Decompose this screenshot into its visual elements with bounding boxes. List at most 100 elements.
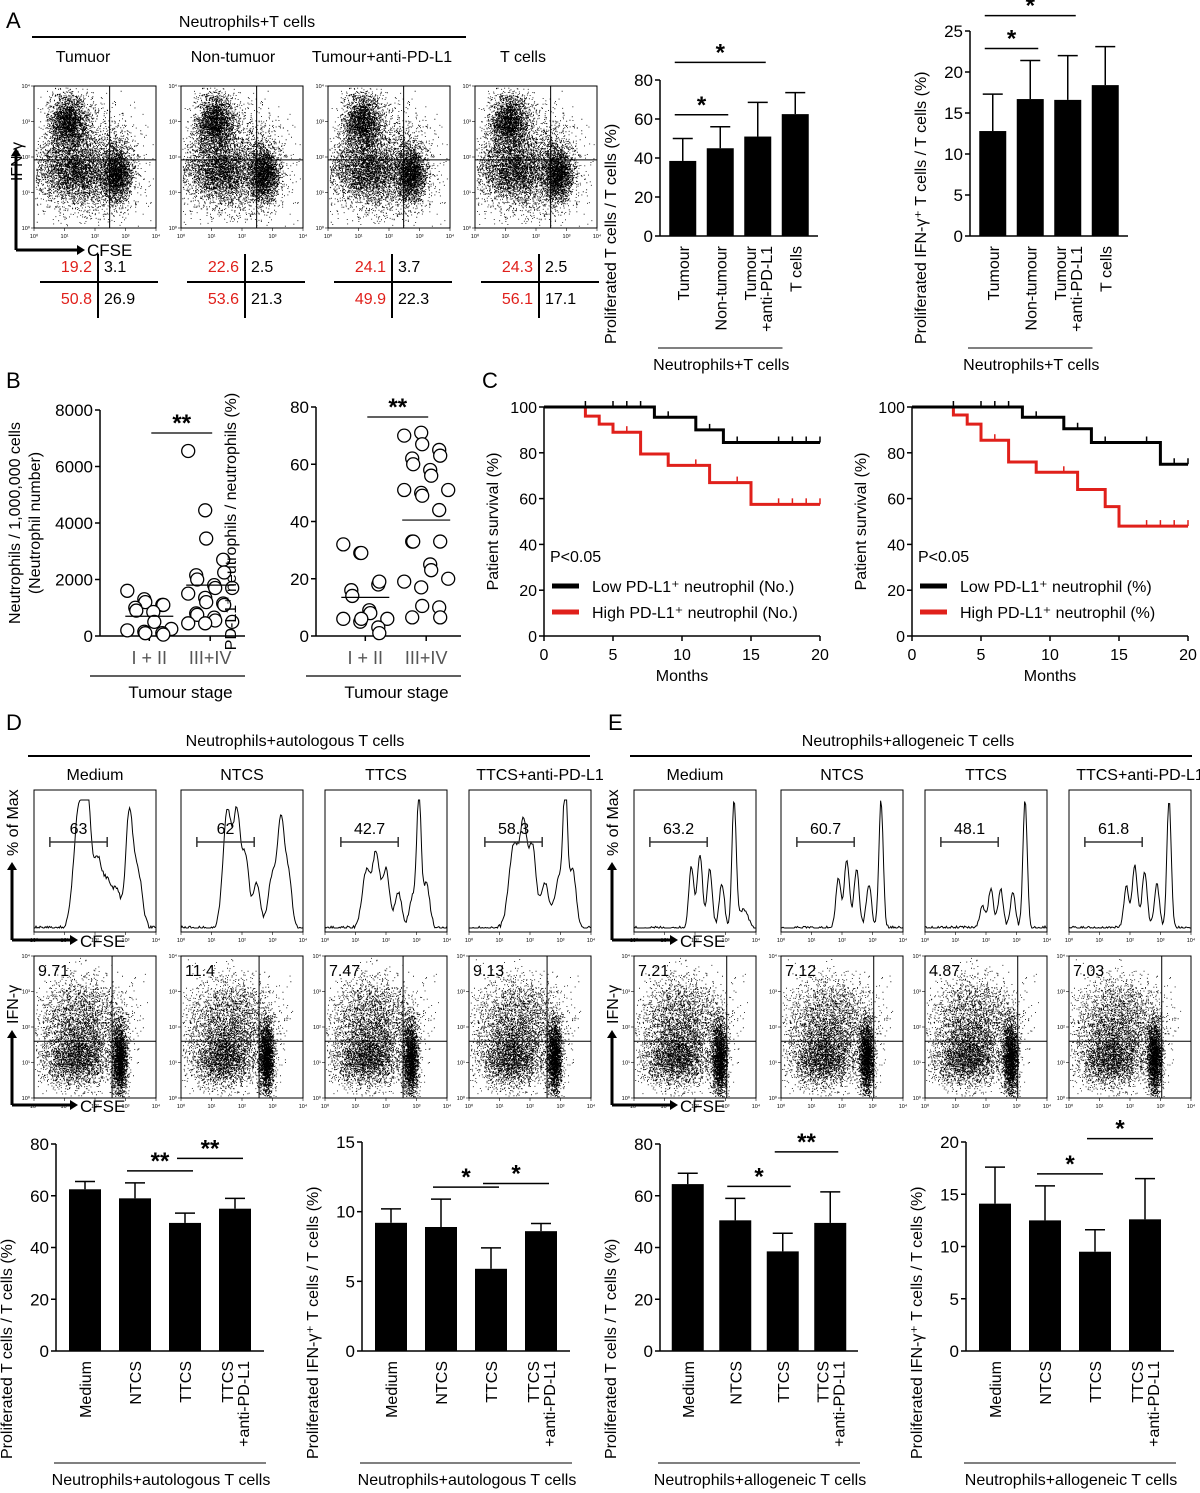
x-axis-label: CFSE (80, 932, 125, 951)
x-tick-label: 10⁴ (587, 937, 596, 944)
quadrant-lower-left: 53.6 (208, 291, 239, 308)
x-tick-label: 10¹ (661, 1104, 669, 1110)
y-tick-label: 10⁴ (463, 83, 472, 90)
x-tick-label: 10⁴ (593, 233, 602, 240)
histogram-curve (34, 799, 157, 930)
flow-plot-title: Tumuor (56, 49, 111, 66)
x-tick-label: 10¹ (61, 1104, 69, 1110)
x-tick-label: 10³ (1013, 1104, 1021, 1110)
y-tick-label: 10¹ (457, 1061, 465, 1067)
category-label: Non-tumour (713, 245, 730, 330)
y-tick-label: 40 (634, 149, 653, 168)
condition-column-2: TTCS 48.1 10⁰ 10¹ 10² 10³ 10⁴ 4.87 10⁰ 10¹ 10² 10³ 1… (913, 767, 1052, 1110)
data-point (181, 443, 196, 459)
y-tick-label: 10⁴ (22, 83, 31, 90)
y-tick-label: 20 (940, 1133, 959, 1152)
y-axis-label: PD-L1⁺ neutrophils / neutrophils (%) (223, 393, 240, 650)
y-tick-label: 10 (944, 145, 963, 164)
survival-curve-low (544, 405, 820, 444)
x-tick-label: 10² (1126, 938, 1134, 944)
x-tick-label: 10² (526, 1104, 534, 1110)
x-tick-label: 10³ (1157, 1104, 1165, 1110)
histogram-gate-value: 48.1 (954, 821, 985, 838)
x-axis-label: Neutrophils+allogeneic T cells (654, 1472, 866, 1489)
x-tick-label: 10⁰ (777, 937, 786, 944)
y-tick-label: 10 (940, 1238, 959, 1257)
y-tick-label: 10³ (169, 990, 177, 996)
category-label: +anti-PD-L1 (1069, 246, 1086, 332)
y-tick-label: 10⁴ (1057, 953, 1066, 960)
x-tick-label: 10³ (269, 938, 277, 944)
y-tick-label: 10³ (457, 990, 465, 996)
x-tick-label: 10⁴ (1043, 937, 1052, 944)
flow-events (476, 87, 595, 227)
x-tick-label: 10³ (557, 1104, 565, 1110)
data-point (199, 531, 214, 546)
quadrant-lower-left: 49.9 (355, 291, 386, 308)
data-point (156, 627, 171, 642)
bar (669, 160, 697, 236)
y-tick-label: 40 (519, 537, 537, 554)
y-tick-label: 10⁰ (316, 225, 325, 232)
panel-e-flow-plots: Medium 63.2 10⁰ 10¹ 10² 10³ 10⁴ 7.21 10⁰ 10¹ 10² 10… (605, 767, 1200, 1116)
x-tick-label: 10⁴ (752, 937, 761, 944)
data-point (120, 583, 135, 598)
histogram-gate-value: 42.7 (354, 821, 385, 838)
proliferation-gate (49, 837, 108, 847)
x-tick-label: 10⁰ (321, 1103, 330, 1110)
y-tick-label: 80 (30, 1135, 49, 1154)
y-axis-label: Proliferated IFN-γ⁺ T cells / T cells (%… (305, 1186, 322, 1459)
y-tick-label: 10⁴ (457, 953, 466, 960)
y-tick-label: 10⁰ (622, 1095, 631, 1102)
x-tick-label: 10² (238, 234, 246, 240)
category-label: Tumour (676, 245, 693, 300)
x-tick-label: 10² (838, 938, 846, 944)
x-tick-label: 10¹ (496, 938, 504, 944)
x-tick-label: 10² (691, 1104, 699, 1110)
histogram-frame (180, 789, 304, 933)
bar (706, 148, 734, 236)
bar (219, 1208, 251, 1351)
p-value-annotation: P<0.05 (550, 549, 601, 566)
y-tick-label: 10¹ (22, 191, 30, 197)
x-tick-label: 10⁰ (777, 1103, 786, 1110)
x-tick-label: 10³ (869, 1104, 877, 1110)
x-tick-label: 10² (1126, 1104, 1134, 1110)
p-value-annotation: P<0.05 (918, 549, 969, 566)
condition-column-3: TTCS+anti-PD-L1 61.8 10⁰ 10¹ 10² 10³ 10⁴ 7.03 10… (1057, 767, 1200, 1110)
flow-events (635, 957, 748, 1098)
category-label: Medium (384, 1361, 401, 1418)
significance-marker: * (511, 1161, 521, 1188)
condition-title: TTCS+anti-PD-L1 (1076, 767, 1200, 784)
y-tick-label: 60 (634, 1187, 653, 1206)
y-tick-label: 10¹ (169, 191, 177, 197)
x-tick-label: 10⁰ (1065, 1103, 1074, 1110)
x-axis-label: CFSE (87, 241, 132, 260)
category-label: +anti-PD-L1 (542, 1361, 559, 1447)
quadrant-upper-left: 22.6 (208, 259, 239, 276)
x-tick-label: 10⁰ (1065, 937, 1074, 944)
category-label: T cells (788, 246, 805, 292)
data-point (424, 468, 439, 483)
category-label: +anti-PD-L1 (759, 246, 776, 332)
quadrant-upper-left: 24.3 (502, 259, 533, 276)
condition-title: Medium (67, 767, 124, 784)
category-label: T cells (1098, 246, 1115, 292)
arrow-right-icon (70, 1100, 78, 1110)
x-tick-label: 10⁰ (921, 1103, 930, 1110)
data-point (198, 616, 213, 631)
significance-marker: ** (172, 410, 191, 437)
x-tick-label: 10² (385, 234, 393, 240)
x-tick-label: 10⁴ (1187, 1103, 1196, 1110)
significance-marker: ** (151, 1148, 170, 1175)
x-tick-label: 10² (526, 938, 534, 944)
x-tick-label: 10⁰ (177, 937, 186, 944)
y-tick-label: 10² (1057, 1025, 1065, 1031)
x-tick-label: 10⁴ (752, 1103, 761, 1110)
x-tick-label: 10⁴ (299, 1103, 308, 1110)
y-tick-label: 60 (519, 492, 537, 509)
y-tick-label: 0 (84, 627, 93, 646)
x-tick-label: 10¹ (952, 938, 960, 944)
x-tick-label: 10³ (122, 938, 130, 944)
